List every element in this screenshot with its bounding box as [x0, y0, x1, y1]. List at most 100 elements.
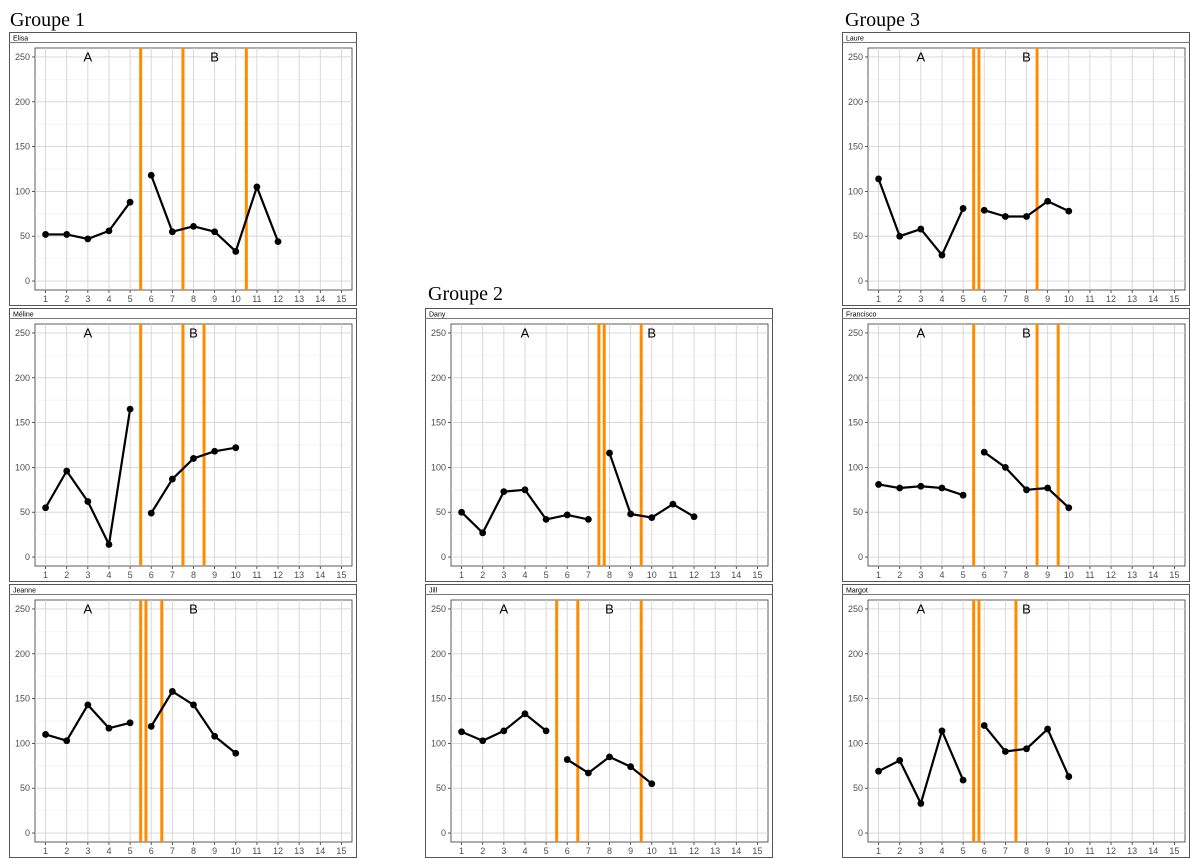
x-tick-label: 9 — [212, 294, 217, 304]
data-point — [980, 722, 988, 729]
x-tick-label: 3 — [85, 570, 90, 580]
data-point — [563, 511, 571, 519]
x-tick-label: 2 — [897, 294, 902, 304]
x-tick-label: 14 — [315, 294, 325, 304]
x-tick-label: 3 — [85, 846, 90, 856]
x-tick-label: 1 — [876, 846, 881, 856]
data-point — [211, 447, 219, 455]
x-tick-label: 6 — [982, 846, 987, 856]
x-tick-label: 14 — [1148, 294, 1158, 304]
data-point — [63, 467, 71, 475]
x-tick-label: 8 — [1024, 846, 1029, 856]
data-point — [105, 724, 113, 732]
data-point — [147, 722, 155, 730]
panel-title: Jeanne — [13, 588, 36, 595]
chart-panel-dany: Dany 0 50 100 150 200 250 1 2 3 4 5 6 7 8 9 10 11 12 13 14 15… — [425, 308, 773, 582]
x-tick-label: 10 — [1064, 570, 1074, 580]
x-tick-label: 1 — [43, 846, 48, 856]
x-tick-label: 5 — [128, 570, 133, 580]
x-tick-label: 12 — [273, 570, 283, 580]
x-tick-label: 7 — [170, 294, 175, 304]
x-tick-label: 8 — [607, 570, 612, 580]
x-tick-label: 12 — [1106, 570, 1116, 580]
panel-title: Jill — [429, 588, 438, 595]
x-tick-label: 4 — [106, 570, 111, 580]
data-point — [690, 513, 698, 521]
x-tick-label: 6 — [149, 846, 154, 856]
y-tick-label: 50 — [20, 783, 30, 793]
x-tick-label: 6 — [565, 570, 570, 580]
phase-label-a: A — [521, 325, 530, 340]
x-tick-label: 12 — [689, 846, 699, 856]
x-tick-label: 9 — [628, 846, 633, 856]
phase-label-b: B — [189, 325, 198, 340]
y-tick-label: 150 — [848, 694, 863, 704]
group-title-3: Groupe 3 — [845, 9, 920, 31]
data-point — [1044, 725, 1052, 733]
data-point — [479, 529, 487, 537]
x-tick-label: 10 — [1064, 846, 1074, 856]
y-tick-label: 200 — [848, 373, 863, 383]
x-tick-label: 9 — [212, 570, 217, 580]
data-point — [959, 776, 967, 784]
y-tick-label: 0 — [441, 552, 446, 562]
x-tick-label: 15 — [336, 846, 346, 856]
data-point — [875, 481, 882, 488]
x-tick-label: 3 — [918, 846, 923, 856]
data-point — [168, 688, 176, 695]
phase-label-b: B — [1022, 325, 1031, 340]
x-tick-label: 2 — [897, 846, 902, 856]
data-point — [458, 508, 465, 516]
data-point — [938, 251, 946, 259]
data-point — [458, 728, 465, 736]
phase-label-b: B — [189, 601, 198, 616]
x-tick-label: 8 — [191, 570, 196, 580]
data-point — [479, 737, 487, 745]
x-tick-label: 2 — [64, 570, 69, 580]
x-tick-label: 8 — [607, 846, 612, 856]
data-point — [105, 227, 113, 235]
x-tick-label: 14 — [731, 846, 741, 856]
data-point — [584, 769, 592, 777]
x-tick-label: 10 — [647, 570, 657, 580]
data-point — [980, 448, 988, 456]
data-point — [84, 235, 92, 243]
x-tick-label: 12 — [273, 294, 283, 304]
y-tick-label: 200 — [431, 649, 446, 659]
data-point — [211, 732, 219, 740]
data-point — [1023, 213, 1030, 220]
y-tick-label: 250 — [431, 328, 446, 338]
data-point — [126, 405, 134, 413]
x-tick-label: 13 — [294, 846, 304, 856]
group-title-2: Groupe 2 — [428, 283, 503, 305]
data-point — [1001, 213, 1009, 220]
x-tick-label: 1 — [43, 294, 48, 304]
y-tick-label: 50 — [853, 231, 863, 241]
data-point — [1001, 748, 1009, 755]
x-tick-label: 4 — [106, 846, 111, 856]
data-point — [211, 228, 219, 236]
panel-title: Elisa — [13, 36, 28, 43]
data-point — [147, 171, 155, 179]
data-point — [232, 444, 240, 452]
data-point — [606, 753, 613, 761]
data-point — [274, 238, 282, 246]
y-tick-label: 50 — [853, 783, 863, 793]
panel-title: Francisco — [846, 312, 876, 319]
x-tick-label: 12 — [273, 846, 283, 856]
x-tick-label: 11 — [1085, 294, 1094, 304]
x-tick-label: 2 — [897, 570, 902, 580]
phase-label-a: A — [83, 325, 92, 340]
x-tick-label: 12 — [689, 570, 699, 580]
panel-title: Margot — [846, 588, 868, 595]
data-point — [63, 737, 71, 745]
y-tick-label: 150 — [431, 694, 446, 704]
phase-label-b: B — [1022, 49, 1031, 64]
x-tick-label: 2 — [64, 846, 69, 856]
x-tick-label: 13 — [710, 846, 720, 856]
phase-label-b: B — [210, 49, 219, 64]
x-tick-label: 11 — [1085, 846, 1094, 856]
